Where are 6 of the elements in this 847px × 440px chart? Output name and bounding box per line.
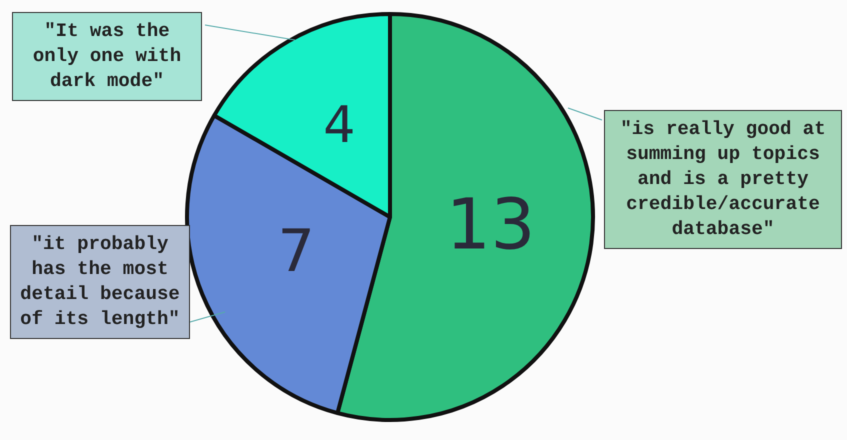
text: "it probably has the most detail because of its length" <box>10 225 190 339</box>
text: "It was the only one with dark mode" <box>12 12 202 101</box>
data-label: 4 <box>323 95 356 154</box>
data-label: 13 <box>446 183 536 266</box>
data-label: 7 <box>278 217 315 286</box>
text: "is really good at summing up topics and is a pretty credible/accurate database" <box>604 110 842 249</box>
